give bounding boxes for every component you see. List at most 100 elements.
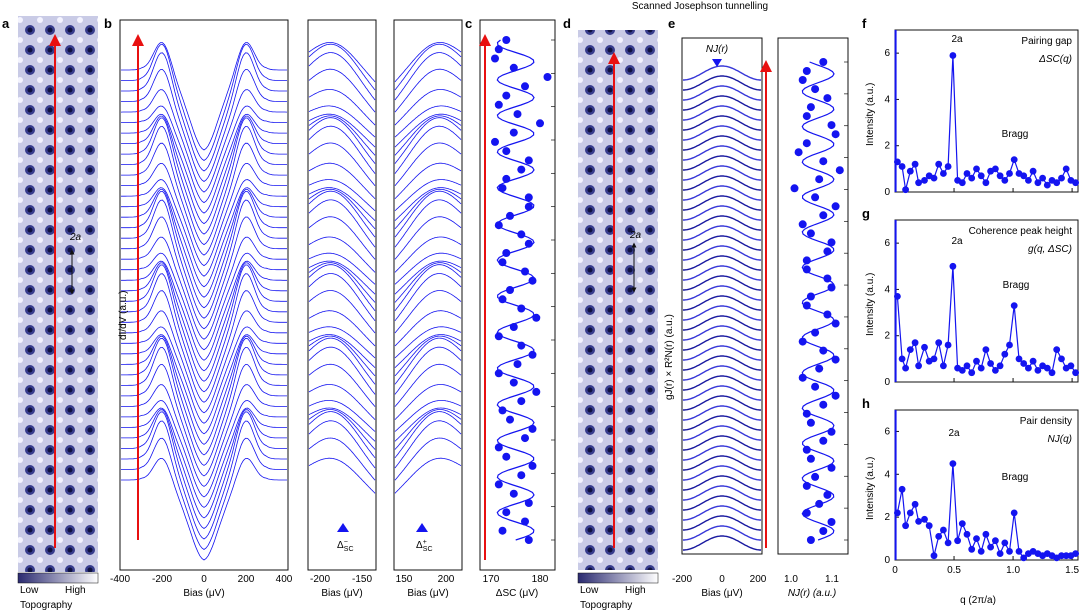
panel-h-point — [1001, 539, 1009, 547]
panel-e-curve — [683, 275, 761, 291]
panel-f-point — [915, 179, 922, 187]
panel-e-right-point — [806, 103, 815, 112]
panel-f-point — [935, 160, 943, 168]
panel-c-point — [536, 119, 544, 128]
panel-c-point — [506, 211, 514, 220]
panel-g-point — [1025, 364, 1032, 372]
colorbar-low-d: Low — [580, 585, 599, 596]
panel-b-curve — [121, 290, 287, 403]
panel-e-ylabel: gJ(r) × R²N(r) (a.u.) — [664, 314, 675, 400]
panel-e-curve — [683, 215, 761, 231]
panel-e-curve — [683, 495, 761, 511]
panel-e-right-point — [811, 85, 820, 94]
panel-c-xlabel: ΔSC (μV) — [496, 588, 538, 599]
panel-e-right-point — [831, 130, 840, 139]
panel-h-point — [915, 518, 922, 525]
panel-g-point — [911, 339, 919, 347]
panel-c-point — [502, 36, 511, 44]
panel-h-annotation: 2a — [948, 428, 960, 439]
panel-g-point — [1043, 364, 1051, 372]
panel-h-ytick: 6 — [884, 426, 890, 437]
panel-f-title: Pairing gap — [1021, 36, 1072, 47]
panel-e-right-point — [802, 67, 811, 75]
panel-b-xtick: 200 — [238, 574, 255, 585]
panel-e-curve — [683, 445, 761, 461]
panel-g-point — [963, 362, 971, 370]
panel-e-right-fit — [801, 61, 835, 541]
panel-h-point — [1020, 554, 1028, 562]
panel-e-curve — [683, 335, 761, 351]
panel-c-point — [494, 332, 503, 341]
panel-b-gapneg-curve — [308, 290, 376, 334]
panel-e-right-frame — [777, 37, 849, 555]
panel-b-curve — [121, 310, 287, 414]
panel-h-point — [1062, 552, 1070, 560]
panel-e-right-point — [802, 256, 811, 265]
colorbar-high-a: High — [65, 585, 86, 596]
panel-g-point — [902, 364, 909, 372]
panel-b-gappos-curve — [394, 363, 462, 407]
panel-g-point — [935, 339, 943, 347]
panel-c-point — [506, 415, 514, 424]
panel-c-point — [521, 267, 529, 276]
panel-e-curve — [683, 255, 761, 271]
panel-e-curve — [683, 355, 761, 371]
panel-g-point — [973, 357, 980, 365]
panel-b-gappos-curve — [394, 437, 462, 481]
panel-f-point — [996, 172, 1004, 180]
panel-e-curve — [683, 525, 761, 541]
panel-c-point — [524, 202, 533, 211]
panel-c-point — [502, 508, 511, 517]
panel-b-gapneg-curve — [308, 273, 376, 322]
panel-b-gappos-curve — [394, 89, 462, 126]
panel-g-point — [944, 341, 952, 349]
panel-e-curve — [683, 405, 761, 421]
panel-e-curve — [683, 125, 761, 141]
gap-neg-label: Δ− SC — [337, 539, 354, 553]
panel-b-gapneg-curve — [308, 142, 376, 186]
panel-b-curve — [121, 190, 287, 309]
panel-e-right-point — [819, 527, 828, 535]
panel-e-curve — [683, 155, 761, 171]
panel-b-gapneg-curve — [308, 252, 376, 285]
panel-e-right-point — [802, 301, 811, 310]
gap-pos-label: Δ+ SC — [416, 539, 433, 553]
panel-b-curve — [121, 364, 287, 477]
topography-map-a — [18, 16, 98, 572]
panel-e-right-point — [815, 364, 824, 373]
panel-c-point — [528, 276, 537, 285]
panel-g-point — [977, 364, 985, 372]
panel-c-point — [524, 193, 533, 202]
panel-h-point — [949, 460, 957, 467]
panel-e-curve — [683, 435, 761, 451]
panel-e-right-point — [827, 463, 836, 472]
panel-f-point — [963, 170, 971, 177]
panel-b-gapneg-curve — [308, 179, 376, 212]
panel-e-right-point — [815, 175, 824, 184]
panel-h-ytick: 0 — [884, 555, 890, 566]
panel-b-gappos-curves — [394, 42, 462, 494]
panel-h-point — [968, 545, 976, 553]
panel-b-gapneg-curve — [308, 337, 376, 385]
panel-b-gapneg-frame — [307, 19, 377, 571]
panel-b-curve — [120, 89, 288, 193]
panel-f-point — [1020, 172, 1028, 180]
panel-e-right-point — [827, 283, 836, 292]
panel-b-gapneg-curve — [308, 236, 376, 273]
panel-bpos-xlabel: Bias (μV) — [407, 588, 448, 599]
panel-e-right-plot — [790, 58, 848, 544]
panel-e-curve — [683, 305, 761, 321]
panel-f-point — [1010, 156, 1018, 164]
panel-g-annotation: Bragg — [1003, 280, 1030, 291]
panel-b-gapneg-curve — [308, 52, 376, 101]
panel-c-point — [524, 499, 533, 507]
panel-h-xtick: 1.0 — [1006, 565, 1020, 576]
panel-b-gapneg-curve — [308, 457, 376, 494]
panel-c-point — [524, 156, 533, 165]
panel-c-point — [498, 258, 507, 267]
panel-b-gappos-curve — [394, 407, 462, 442]
panel-b-gapneg-curve — [308, 190, 376, 238]
panel-e-curve — [683, 315, 761, 331]
nj-marker — [712, 59, 722, 67]
panel-b-gapneg-curve — [308, 68, 376, 113]
